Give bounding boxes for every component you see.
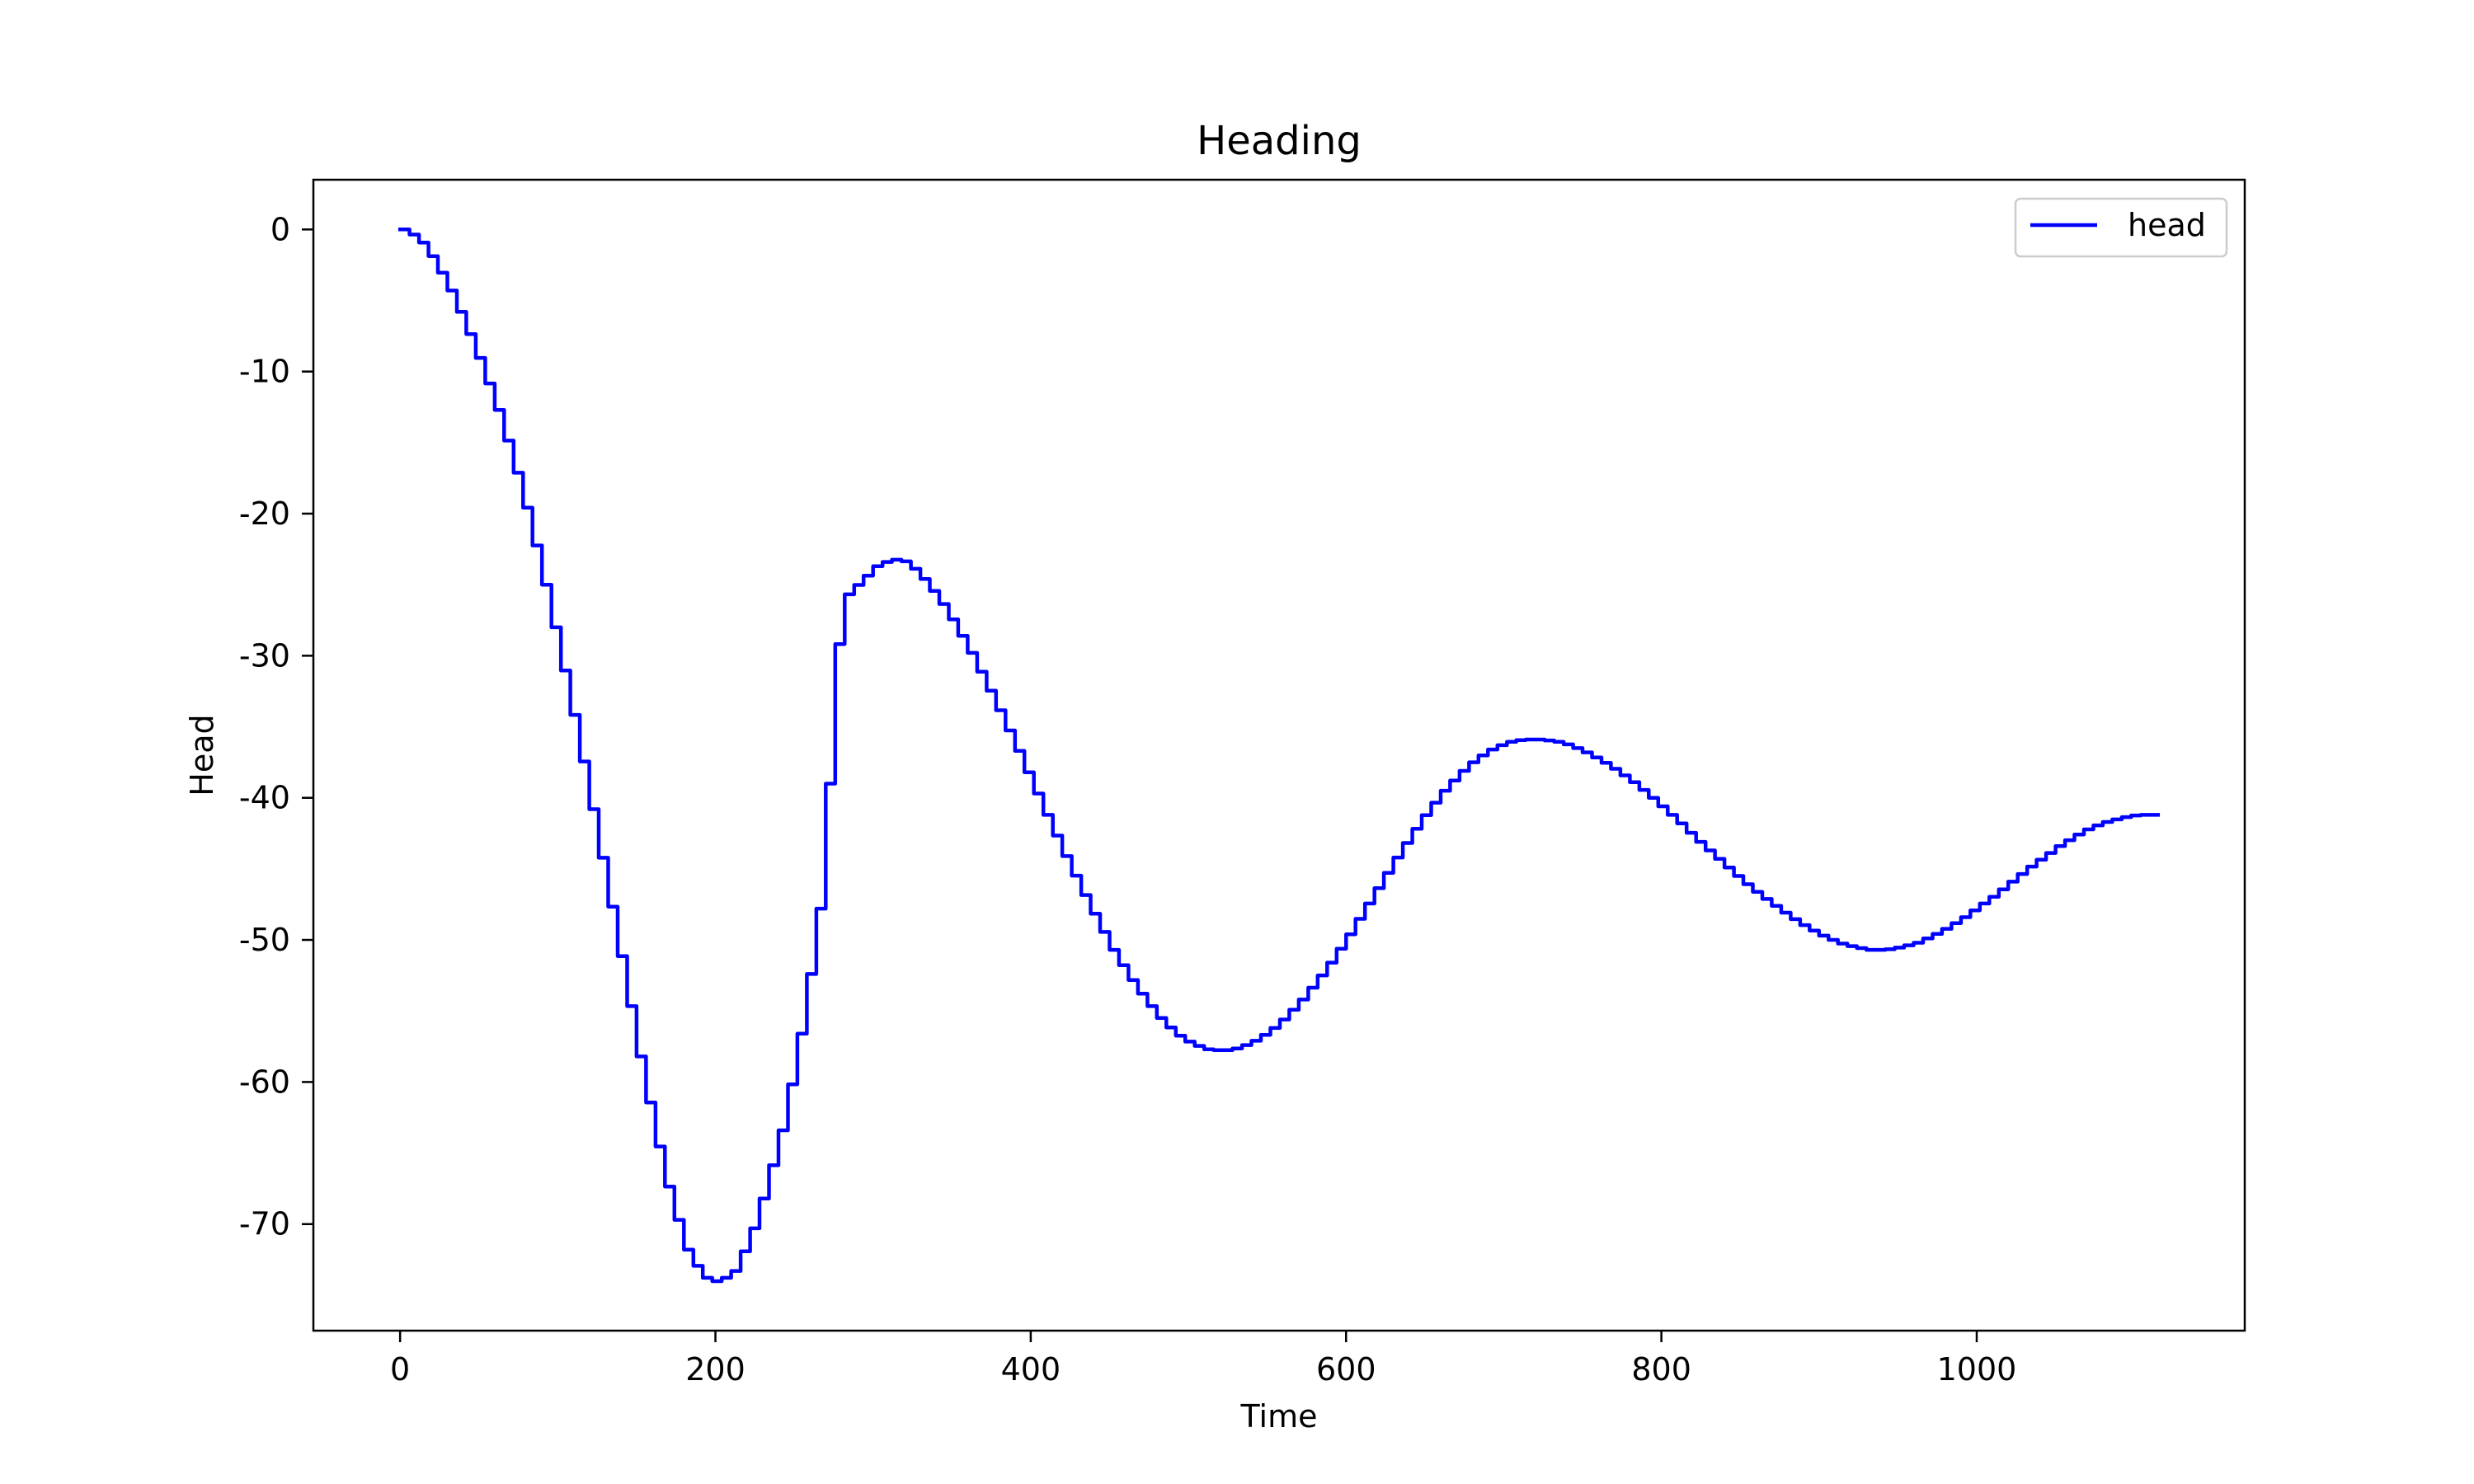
x-tick-label: 800	[1631, 1351, 1691, 1388]
chart-title: Heading	[1197, 118, 1362, 164]
x-axis: 0 200 400 600 800 1000	[390, 1331, 2016, 1388]
y-tick-label: -40	[239, 780, 290, 816]
y-tick-label: -30	[239, 637, 290, 674]
series-line-head	[397, 228, 2161, 1284]
plot-frame	[312, 178, 2246, 1332]
x-tick-label: 600	[1316, 1351, 1376, 1388]
y-tick-label: -20	[239, 495, 290, 532]
y-tick-label: 0	[270, 211, 290, 247]
y-axis-label: Head	[184, 714, 220, 796]
y-tick-label: -60	[239, 1064, 290, 1100]
x-tick-label: 200	[685, 1351, 745, 1388]
legend: head	[2014, 197, 2228, 258]
legend-box	[2014, 197, 2228, 258]
y-tick-label: -70	[239, 1206, 290, 1242]
x-tick-label: 1000	[1937, 1351, 2017, 1388]
y-tick-label: -50	[239, 922, 290, 958]
x-tick-label: 400	[1001, 1351, 1061, 1388]
x-axis-label: Time	[1240, 1398, 1318, 1435]
x-tick-label: 0	[390, 1351, 410, 1388]
legend-label-head: head	[2128, 207, 2206, 243]
y-tick-label: -10	[239, 354, 290, 390]
y-axis: 0 -10 -20 -30 -40 -50 -60 -70	[239, 211, 313, 1242]
